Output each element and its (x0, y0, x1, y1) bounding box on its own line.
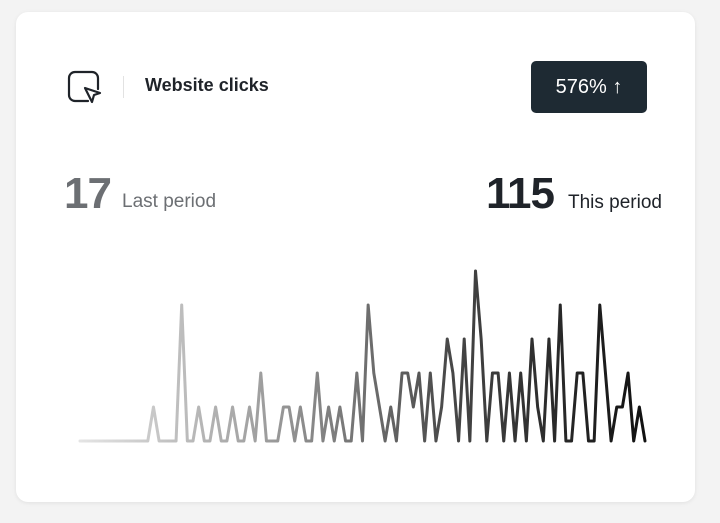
clicks-line (78, 269, 647, 443)
divider (123, 76, 124, 98)
card-title: Website clicks (145, 75, 269, 95)
this-period-value: 115 (486, 169, 555, 218)
last-period-value: 17 (64, 169, 112, 218)
change-badge: 576% ↑ (531, 61, 647, 113)
last-period-label: Last period (122, 191, 217, 212)
this-period: 115 This period (486, 169, 662, 219)
cursor-icon (67, 70, 102, 104)
card: Website clicks 576% ↑ 17 Last period 115… (16, 12, 695, 502)
this-period-label: This period (568, 192, 662, 213)
